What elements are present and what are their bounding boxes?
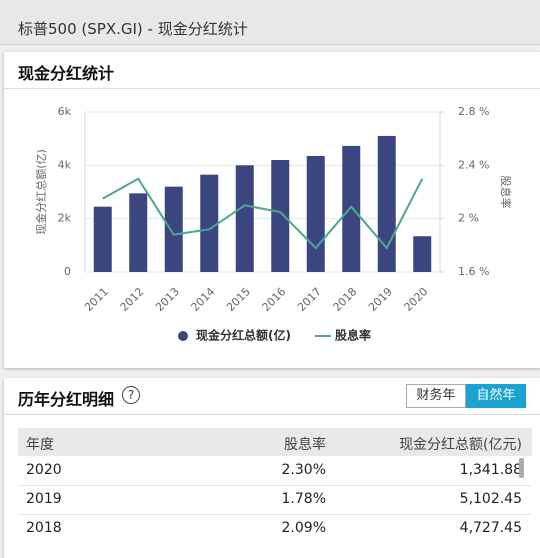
legend-marker [178,331,188,341]
toggle-button[interactable]: 财务年 [406,384,466,408]
column-header: 现金分红总额(亿元) [399,437,522,453]
table-cell: 2018 [26,520,62,536]
table: 年度 股息率 现金分红总额(亿元) 2020 2.30% 1,341.88 2019 1.78… [18,428,532,558]
x-tick-label: 2012 [118,285,147,314]
bar [129,193,148,272]
table-cell: 5,102.45 [459,491,522,507]
table-cell: 4,727.45 [459,520,522,536]
bar [93,206,112,272]
legend-label: 股息率 [335,328,371,343]
y-axis-title: 现金分红总额(亿) [34,149,48,235]
x-tick-label: 2015 [224,285,253,314]
bar [200,174,219,272]
toggle-button-active[interactable]: 自然年 [466,384,526,408]
bar [413,236,432,272]
bar [306,156,325,272]
x-tick-label: 2016 [260,285,289,314]
line [102,177,424,250]
bar [342,145,361,272]
y-tick-label: 4k [58,158,72,171]
card-title: 现金分红统计 [18,64,115,83]
legend-label: 现金分红总额(亿) [196,328,291,343]
row-divider [18,514,532,515]
table-header [18,428,532,456]
bar [164,186,183,272]
help-icon[interactable]: ? [122,386,140,404]
x-tick-label: 2018 [331,285,360,314]
table-cell: 1,341.88 [459,462,522,478]
y2-tick-label: 1.6 % [458,265,489,278]
x-tick-label: 2017 [295,285,324,314]
x-tick-label: 2019 [366,285,395,314]
table-cell: 2.30% [281,462,326,478]
chart: 现金分红总额(亿) 股息率 0 2k 4k 6k 1.6 % 2 % 2.4 % 2.8 % 2… [34,105,513,343]
detail-card: 历年分红明细 ? 财务年 自然年 年度 股息率 现金分红总额(亿元) 2020 2.30… [4,378,540,558]
table-cell: 2020 [26,462,62,478]
top-bar: 标普500 (SPX.GI) - 现金分红统计 [0,0,540,45]
y-tick-label: 6k [58,105,72,118]
row-divider [18,485,532,486]
column-header: 年度 [26,437,54,453]
bar [235,165,254,272]
x-tick-label: 2013 [153,285,182,314]
x-tick-label: 2020 [402,285,431,314]
divider [4,414,540,415]
bar [377,135,396,272]
y2-axis-title: 股息率 [499,176,513,209]
y2-tick-label: 2 % [458,212,479,225]
table-cell: 1.78% [281,491,326,507]
divider [4,88,540,89]
x-tick-label: 2011 [82,285,111,314]
y-tick-label: 2k [58,212,72,225]
table-cell: 2019 [26,491,62,507]
card-title: 历年分红明细 [18,390,115,409]
bar [271,160,290,272]
page-title: 标普500 (SPX.GI) - 现金分红统计 [18,20,248,38]
x-tick-label: 2014 [189,285,218,314]
y2-tick-label: 2.4 % [458,158,489,171]
column-header: 股息率 [284,437,326,453]
scrollbar [519,458,524,478]
y-tick-label: 0 [64,265,71,278]
y2-tick-label: 2.8 % [458,105,489,118]
table-cell: 2.09% [281,520,326,536]
